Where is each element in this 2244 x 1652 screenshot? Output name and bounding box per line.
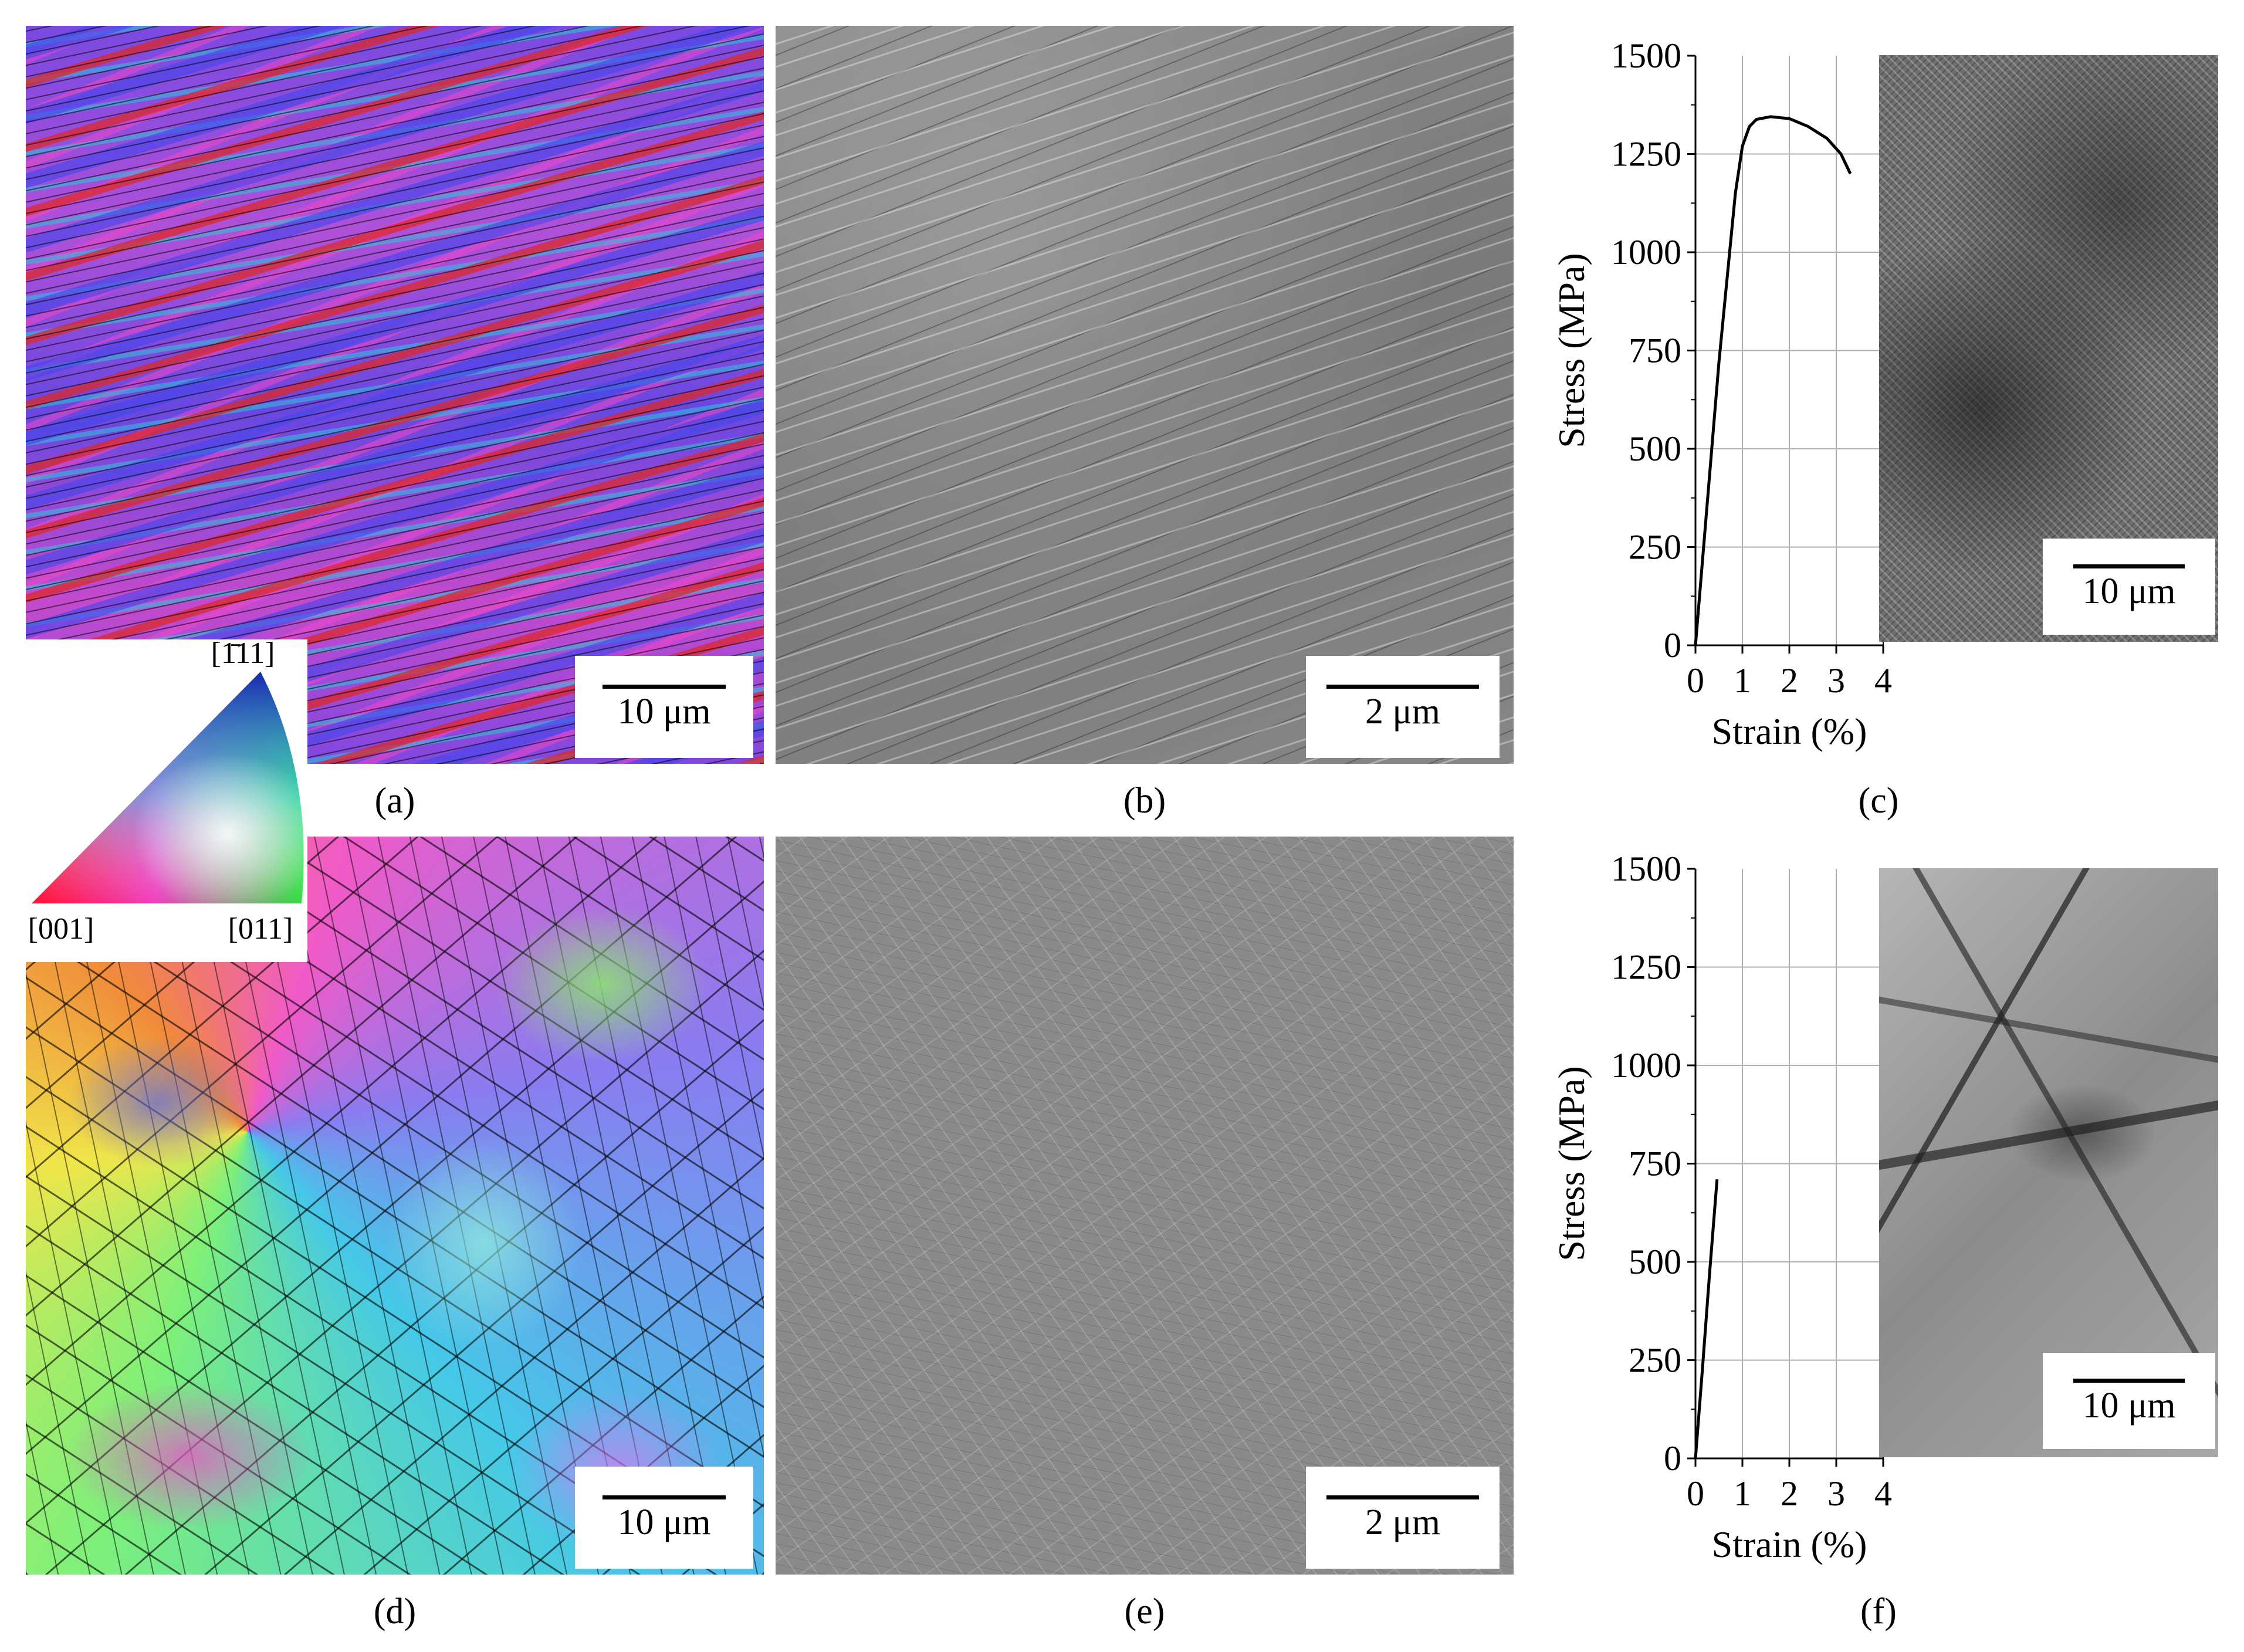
ipf-triangle-center	[32, 672, 304, 903]
scale-bar-a-label: 10 μm	[617, 691, 711, 732]
stress-strain-curve	[1694, 1179, 1719, 1459]
y-tick-label: 1000	[1611, 233, 1681, 272]
y-tick-label: 750	[1629, 1145, 1681, 1183]
x-tick-label: 2	[1781, 1474, 1798, 1513]
y-tick-label: 500	[1629, 429, 1681, 468]
ipf-label-left: [001]	[28, 912, 94, 946]
y-tick-label: 1500	[1611, 849, 1681, 888]
y-tick-label: 1250	[1611, 135, 1681, 174]
scale-bar-f-label: 10 μm	[2082, 1385, 2176, 1426]
data-point	[1756, 119, 1757, 120]
x-tick-label: 1	[1734, 1474, 1751, 1513]
x-axis-label: Strain (%)	[1712, 1524, 1867, 1565]
y-tick-label: 1000	[1611, 1046, 1681, 1085]
scale-bar-a: 10 μm	[575, 656, 753, 758]
y-tick-label: 250	[1629, 528, 1681, 567]
scale-bar-b-label: 2 μm	[1365, 691, 1440, 732]
y-tick-label: 1250	[1611, 948, 1681, 987]
x-tick-label: 2	[1781, 661, 1798, 700]
panel-label-b: (b)	[1123, 781, 1166, 821]
x-tick-label: 4	[1874, 661, 1892, 700]
panel-label-e: (e)	[1124, 1592, 1165, 1631]
ipf-label-right: [011]	[228, 912, 293, 946]
scale-bar-d-label: 10 μm	[617, 1502, 711, 1542]
x-tick-label: 4	[1874, 1474, 1892, 1513]
ipf-color-key: [1̄11] [001] [011]	[26, 639, 307, 962]
data-point	[1742, 145, 1743, 147]
x-tick-label: 1	[1734, 661, 1751, 700]
panel-label-c: (c)	[1858, 781, 1899, 821]
y-tick-label: 1500	[1611, 36, 1681, 75]
panel-label-d: (d)	[373, 1592, 417, 1631]
y-axis-label: Stress (MPa)	[1551, 1066, 1592, 1261]
scale-bar-e: 2 μm	[1306, 1467, 1500, 1569]
scale-bar-f: 10 μm	[2043, 1353, 2215, 1449]
y-tick-label: 0	[1664, 626, 1681, 665]
data-point	[1808, 126, 1809, 127]
x-axis-label: Strain (%)	[1712, 710, 1867, 752]
scale-bar-d: 10 μm	[575, 1467, 753, 1569]
x-tick-label: 3	[1827, 1474, 1845, 1513]
data-point	[1695, 645, 1696, 646]
scale-bar-e-label: 2 μm	[1365, 1502, 1440, 1542]
data-point	[1718, 362, 1720, 363]
x-tick-label: 0	[1687, 1474, 1704, 1513]
data-point	[1735, 193, 1736, 194]
y-tick-label: 250	[1629, 1341, 1681, 1380]
panel-label-f: (f)	[1860, 1592, 1897, 1631]
panel-label-a: (a)	[374, 781, 415, 821]
ipf-label-top: [1̄11]	[211, 639, 275, 670]
x-tick-label: 0	[1687, 661, 1704, 700]
y-tick-label: 0	[1664, 1439, 1681, 1478]
y-axis-label: Stress (MPa)	[1551, 253, 1592, 448]
sem-micrograph-b	[776, 26, 1514, 764]
x-tick-label: 3	[1827, 661, 1845, 700]
scale-bar-c: 10 μm	[2043, 539, 2215, 635]
y-tick-label: 500	[1629, 1243, 1681, 1281]
scale-bar-b: 2 μm	[1306, 656, 1500, 758]
stress-strain-curve	[1694, 115, 1852, 646]
scale-bar-c-label: 10 μm	[2082, 571, 2176, 611]
sem-micrograph-e	[776, 837, 1514, 1575]
data-point	[1695, 1458, 1696, 1459]
y-tick-label: 750	[1629, 331, 1681, 370]
data-point	[1749, 126, 1750, 127]
